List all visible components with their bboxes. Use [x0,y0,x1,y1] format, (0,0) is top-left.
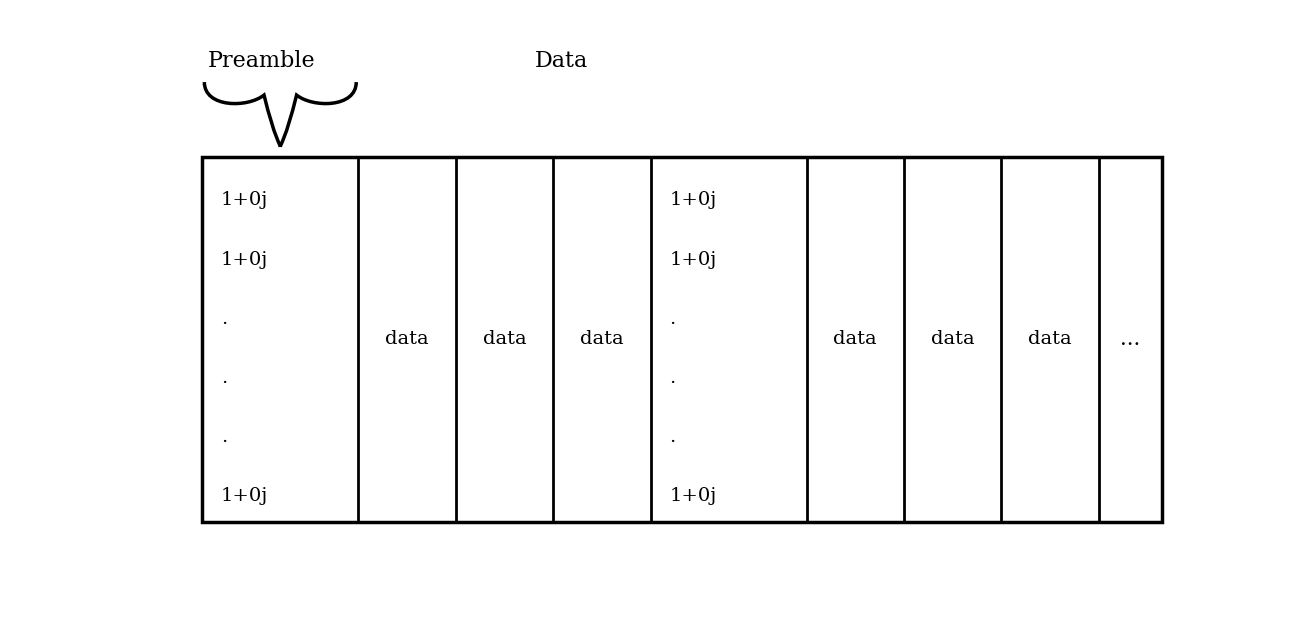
Text: data: data [1029,330,1073,348]
Text: .: . [220,369,227,387]
Text: data: data [385,330,429,348]
Text: Data: Data [536,51,589,72]
Text: data: data [834,330,877,348]
Text: .: . [220,310,227,328]
Text: data: data [931,330,974,348]
Text: 1+0j: 1+0j [669,487,716,505]
Text: ...: ... [1121,329,1141,349]
Text: .: . [669,428,676,446]
Text: Preamble: Preamble [208,51,315,72]
Bar [202,157,1162,522]
Text: .: . [669,310,676,328]
Text: .: . [220,428,227,446]
Text: 1+0j: 1+0j [220,487,268,505]
Text: 1+0j: 1+0j [220,192,268,210]
Text: .: . [669,369,676,387]
Text: data: data [482,330,527,348]
Text: data: data [580,330,624,348]
Text: 1+0j: 1+0j [669,192,716,210]
Text: 1+0j: 1+0j [669,251,716,268]
Text: 1+0j: 1+0j [220,251,268,268]
